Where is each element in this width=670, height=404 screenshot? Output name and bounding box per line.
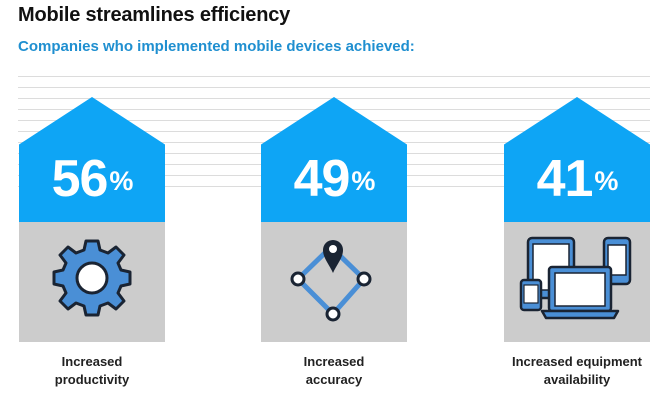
stat-value: 56 <box>51 150 109 208</box>
stat-label-line2: accuracy <box>305 372 363 387</box>
stat-icon-panel <box>19 222 165 342</box>
stat-label-accuracy: Increased accuracy <box>261 353 407 389</box>
stat-percentage: 41% <box>504 149 650 209</box>
stat-percentage: 49% <box>261 149 407 209</box>
stat-icon-panel <box>261 222 407 342</box>
devices-icon <box>519 236 632 320</box>
stat-value: 41 <box>536 150 594 208</box>
infographic-subtitle: Companies who implemented mobile devices… <box>18 38 415 55</box>
stat-label-line2: productivity <box>54 372 130 387</box>
stat-card-accuracy: 49% <box>261 97 407 342</box>
stat-percentage: 56% <box>19 149 165 209</box>
stat-card-availability: 41% <box>504 97 650 342</box>
stat-card-productivity: 56% <box>19 97 165 342</box>
stat-label-line1: Increased <box>61 354 123 369</box>
infographic-title: Mobile streamlines efficiency <box>18 4 291 26</box>
gear-icon <box>52 239 132 317</box>
route-map-icon <box>290 239 372 322</box>
stat-unit: % <box>109 166 133 196</box>
stat-icon-panel <box>504 222 650 342</box>
stat-label-productivity: Increased productivity <box>19 353 165 389</box>
stat-unit: % <box>594 166 618 196</box>
stat-label-line2: availability <box>543 372 611 387</box>
stat-unit: % <box>351 166 375 196</box>
stat-label-availability: Increased equipment availability <box>504 353 650 389</box>
stat-value: 49 <box>293 150 351 208</box>
stat-label-line1: Increased equipment <box>511 354 643 369</box>
stat-label-line1: Increased <box>303 354 365 369</box>
